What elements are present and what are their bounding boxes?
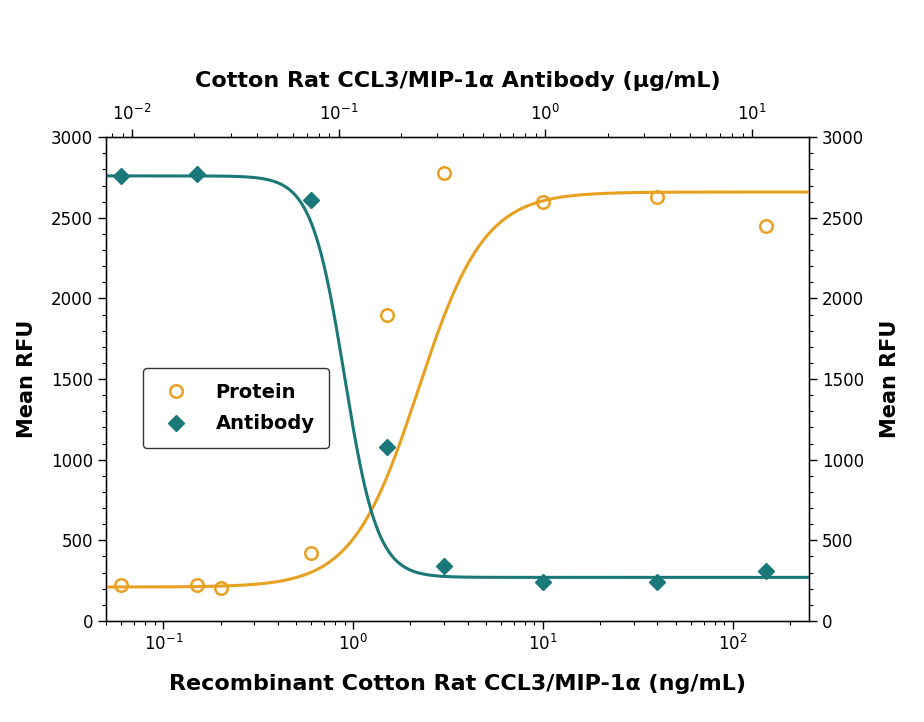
Legend: Protein, Antibody: Protein, Antibody (143, 368, 329, 448)
X-axis label: Recombinant Cotton Rat CCL3/MIP-1α (ng/mL): Recombinant Cotton Rat CCL3/MIP-1α (ng/m… (169, 674, 746, 694)
Y-axis label: Mean RFU: Mean RFU (881, 320, 901, 438)
Y-axis label: Mean RFU: Mean RFU (17, 320, 37, 438)
X-axis label: Cotton Rat CCL3/MIP-1α Antibody (μg/mL): Cotton Rat CCL3/MIP-1α Antibody (μg/mL) (195, 71, 720, 91)
